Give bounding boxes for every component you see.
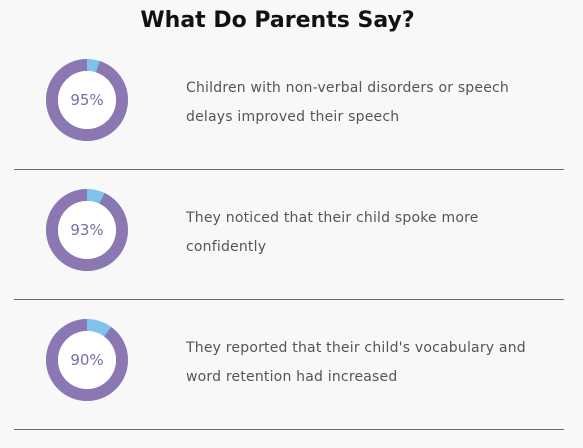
percent-donut-chart: 93% (45, 188, 129, 272)
percent-donut-chart: 95% (45, 58, 129, 142)
donut-ring (46, 189, 128, 271)
stat-list: 95% Children with non-verbal disorders o… (14, 40, 564, 430)
stat-row: 95% Children with non-verbal disorders o… (14, 40, 564, 170)
donut-value-arc (46, 189, 128, 271)
page-title: What Do Parents Say? (140, 8, 415, 33)
donut-ring (46, 59, 128, 141)
stat-description: Children with non-verbal disorders or sp… (186, 80, 509, 125)
percent-label: 90% (70, 351, 104, 369)
donut-center (58, 71, 116, 129)
percent-label: 95% (70, 91, 104, 109)
percent-label: 93% (70, 221, 104, 239)
percent-donut-chart: 90% (45, 318, 129, 402)
donut-ring (46, 319, 128, 401)
donut-value-arc (46, 59, 128, 141)
stat-row: 93% They noticed that their child spoke … (14, 170, 564, 300)
donut-center (58, 201, 116, 259)
stat-description: They noticed that their child spoke more… (186, 210, 479, 255)
stat-row: 90% They reported that their child's voc… (14, 300, 564, 430)
donut-value-arc (46, 319, 128, 401)
stat-description: They reported that their child's vocabul… (186, 340, 526, 385)
donut-center (58, 331, 116, 389)
